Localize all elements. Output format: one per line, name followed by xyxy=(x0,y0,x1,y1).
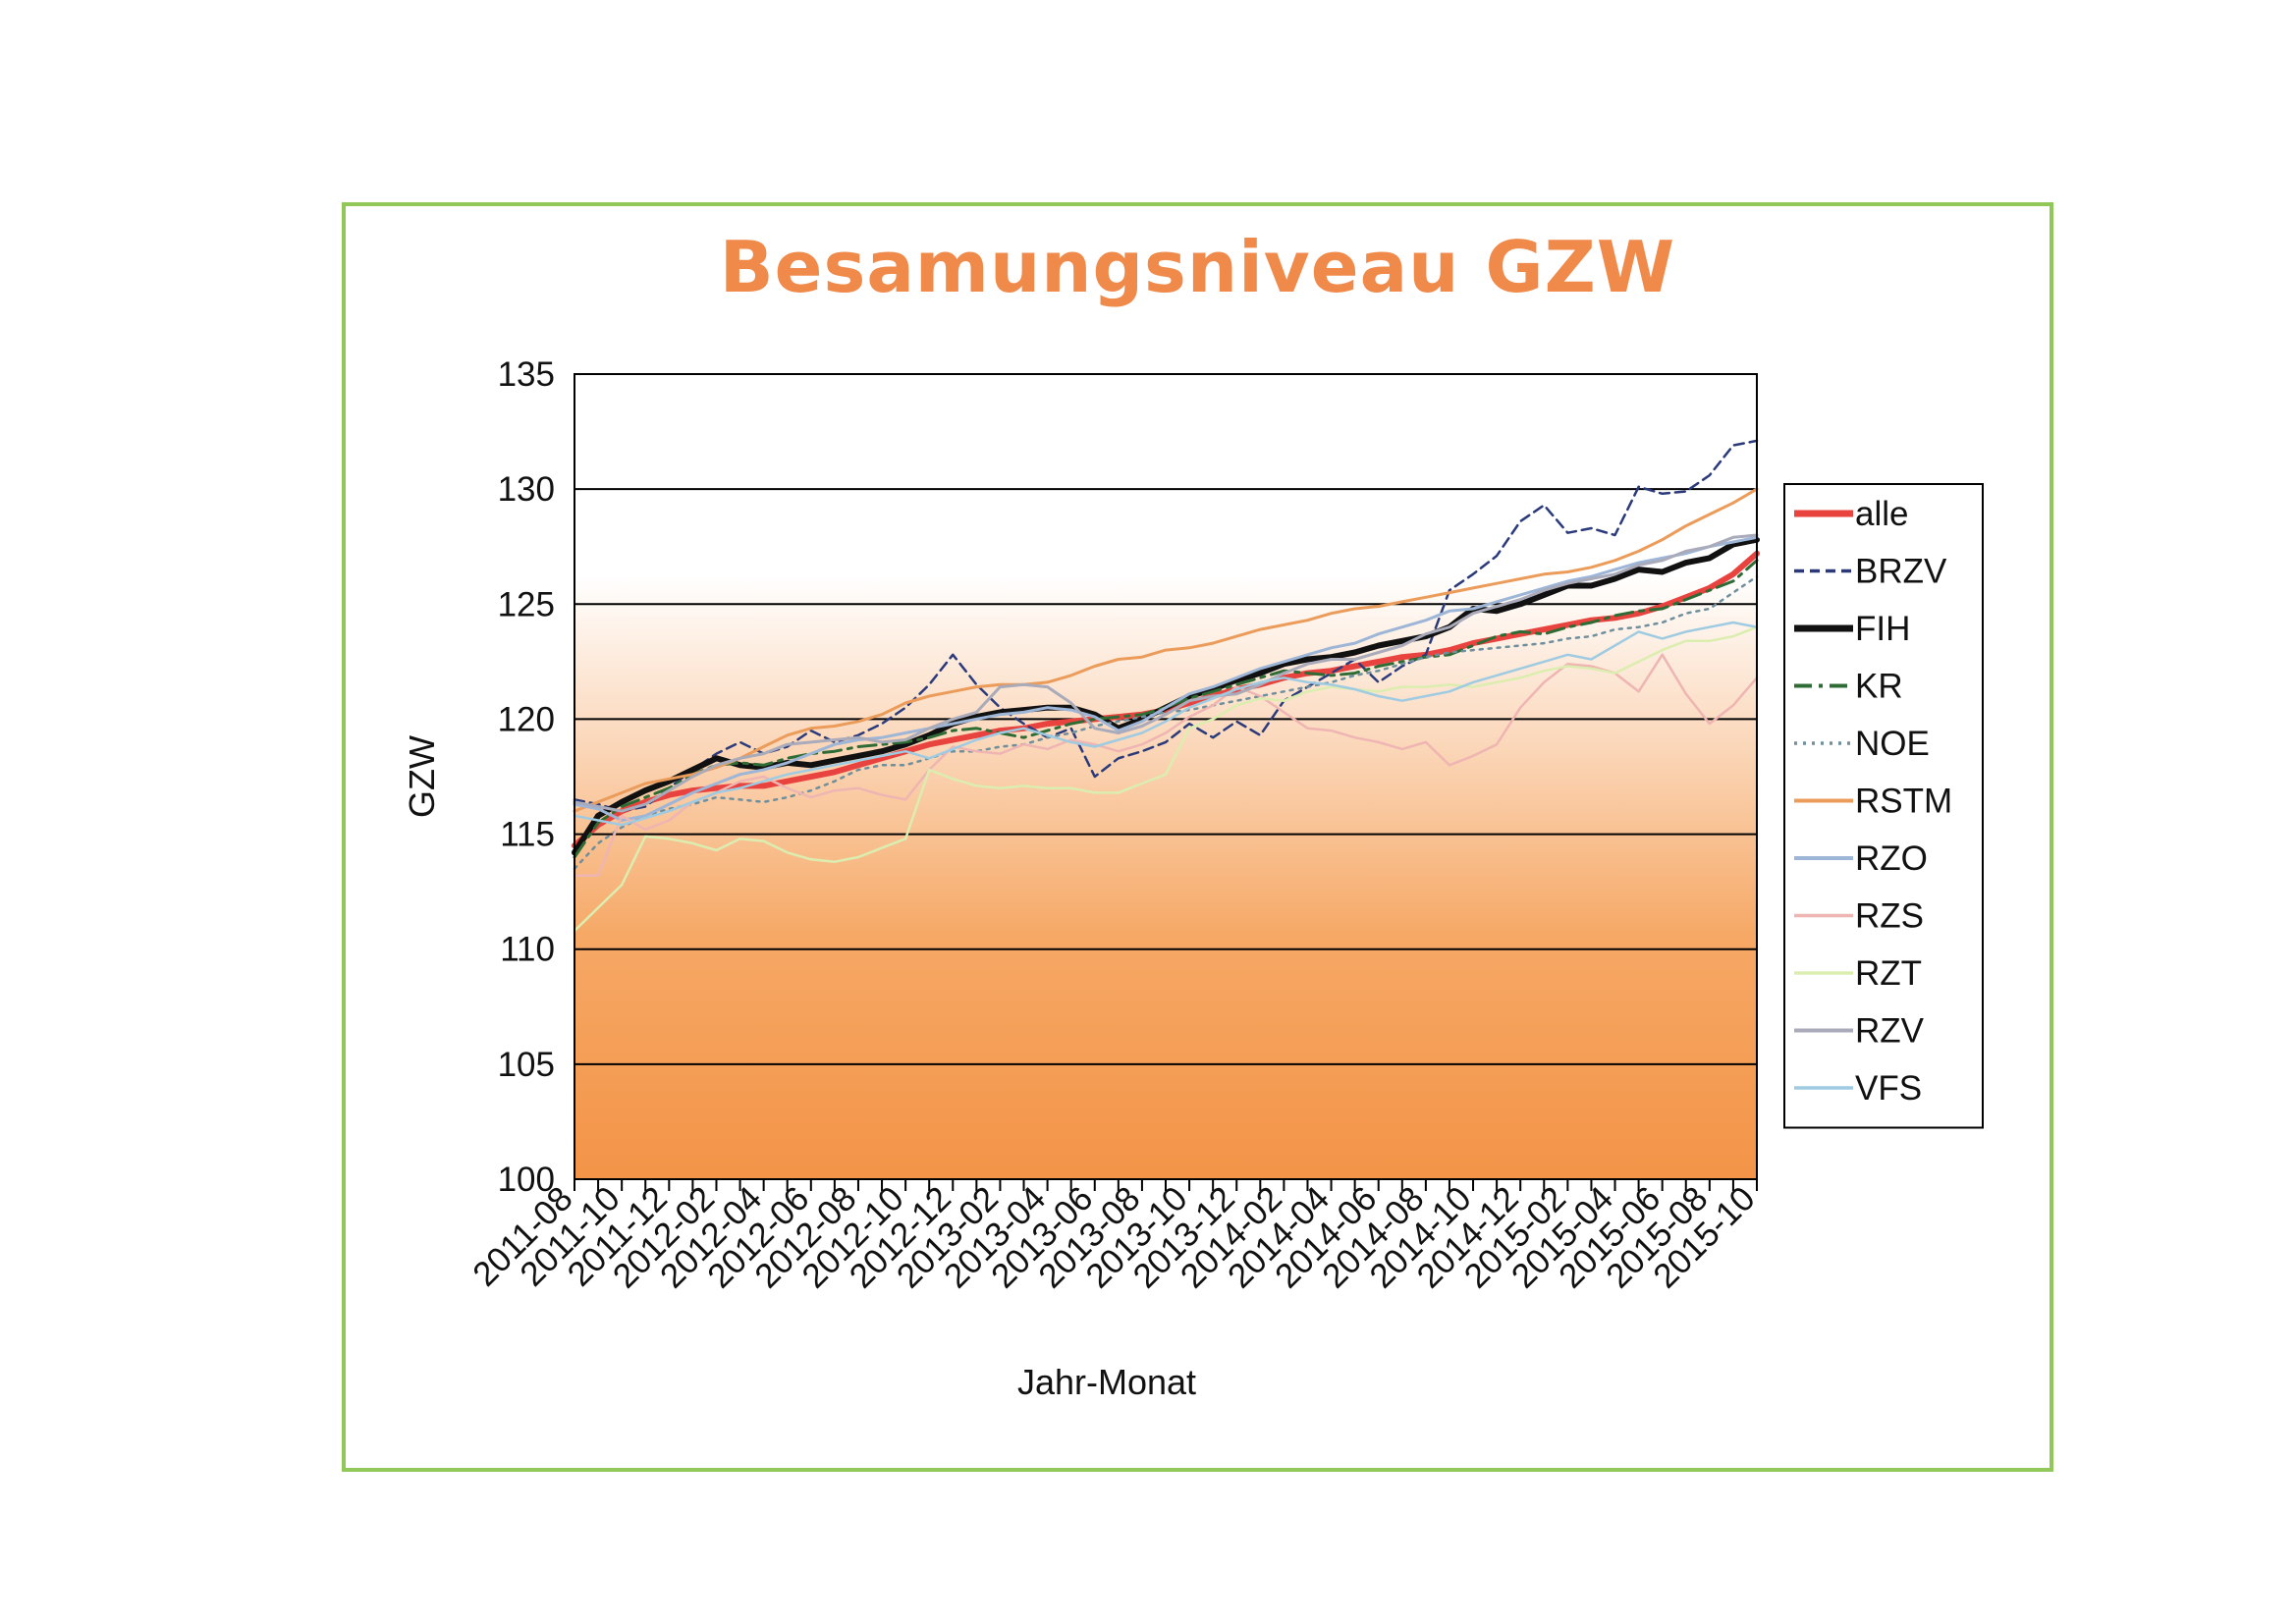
legend-label: RZT xyxy=(1855,954,1922,993)
y-tick-label: 105 xyxy=(498,1046,555,1084)
legend-label: VFS xyxy=(1855,1069,1922,1108)
legend-label: BRZV xyxy=(1855,553,1947,591)
legend-label: RZS xyxy=(1855,897,1924,936)
legend-label: KR xyxy=(1855,668,1903,706)
plot-area xyxy=(574,374,1757,1179)
series-line-kr xyxy=(573,559,1759,859)
y-tick-label: 110 xyxy=(500,931,555,969)
series-line-rzs xyxy=(573,653,1759,877)
y-tick-label: 100 xyxy=(498,1161,555,1199)
series-line-noe xyxy=(573,574,1759,870)
y-tick-label: 125 xyxy=(498,585,555,623)
legend-box xyxy=(1783,483,1984,1129)
series-line-rzo xyxy=(573,535,1759,822)
series-lines xyxy=(572,439,1760,933)
series-line-rstm xyxy=(573,487,1759,813)
legend-label: RZV xyxy=(1855,1012,1925,1051)
legend-label: FIH xyxy=(1855,610,1910,648)
y-tick-label: 135 xyxy=(498,355,555,394)
y-tick-label: 120 xyxy=(498,700,555,738)
line-chart: 100 105 110 115 120 125 130 135 2011-082011-102… xyxy=(402,355,1984,1402)
x-axis-ticks: 2011-082011-102011-122012-022012-042012-… xyxy=(465,1179,1763,1295)
plot-border xyxy=(574,373,1758,1180)
y-axis-ticks: 100 105 110 115 120 125 130 135 xyxy=(498,355,555,1199)
legend: alle BRZV FIH KR NOE RSTM RZO RZS RZT RZV VFS xyxy=(1783,483,1984,1129)
legend-label: RSTM xyxy=(1855,783,1952,821)
legend-label: NOE xyxy=(1855,725,1930,763)
legend-label: alle xyxy=(1855,495,1908,533)
chart-frame: Besamungsniveau GZW 100 105 110 115 120 125 13… xyxy=(342,202,2053,1472)
x-axis-label: Jahr-Monat xyxy=(1017,1362,1196,1402)
y-tick-label: 115 xyxy=(500,816,555,854)
series-line-rzv xyxy=(573,533,1759,813)
chart-title: Besamungsniveau GZW xyxy=(719,226,1676,308)
legend-label: RZO xyxy=(1855,839,1928,878)
series-line-vfs xyxy=(573,621,1759,827)
series-line-rzt xyxy=(573,625,1759,933)
y-axis-label: GZW xyxy=(402,735,442,818)
y-tick-label: 130 xyxy=(498,470,555,509)
